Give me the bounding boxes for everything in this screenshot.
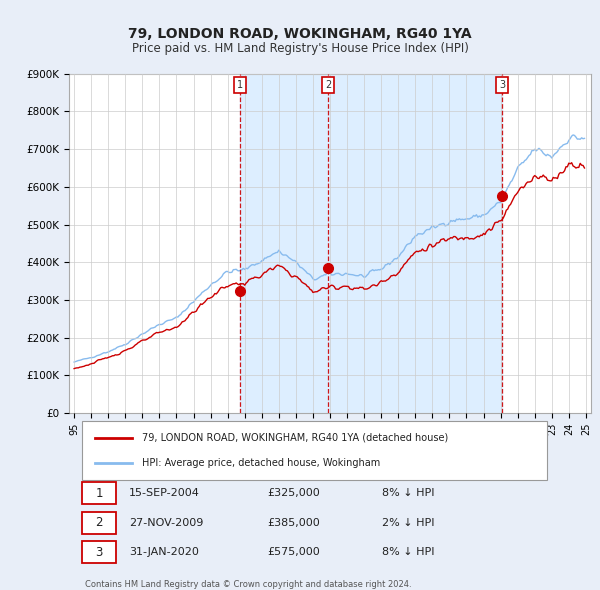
FancyBboxPatch shape: [82, 512, 116, 533]
Text: 1: 1: [95, 487, 103, 500]
Text: 79, LONDON ROAD, WOKINGHAM, RG40 1YA: 79, LONDON ROAD, WOKINGHAM, RG40 1YA: [128, 27, 472, 41]
Text: 2: 2: [95, 516, 103, 529]
Text: HPI: Average price, detached house, Wokingham: HPI: Average price, detached house, Woki…: [142, 458, 380, 468]
Text: 3: 3: [499, 80, 505, 90]
Text: £385,000: £385,000: [268, 517, 320, 527]
Text: Contains HM Land Registry data © Crown copyright and database right 2024.
This d: Contains HM Land Registry data © Crown c…: [85, 580, 411, 590]
Text: 2% ↓ HPI: 2% ↓ HPI: [382, 517, 434, 527]
Text: 31-JAN-2020: 31-JAN-2020: [129, 548, 199, 557]
FancyBboxPatch shape: [82, 482, 116, 504]
Text: 8% ↓ HPI: 8% ↓ HPI: [382, 548, 434, 557]
Text: 3: 3: [95, 546, 103, 559]
Text: 79, LONDON ROAD, WOKINGHAM, RG40 1YA (detached house): 79, LONDON ROAD, WOKINGHAM, RG40 1YA (de…: [142, 433, 448, 443]
FancyBboxPatch shape: [82, 542, 116, 563]
Text: 8% ↓ HPI: 8% ↓ HPI: [382, 488, 434, 498]
Text: 15-SEP-2004: 15-SEP-2004: [129, 488, 200, 498]
Text: Price paid vs. HM Land Registry's House Price Index (HPI): Price paid vs. HM Land Registry's House …: [131, 42, 469, 55]
FancyBboxPatch shape: [82, 421, 547, 480]
Bar: [240, 74, 502, 413]
Text: 27-NOV-2009: 27-NOV-2009: [129, 517, 203, 527]
Text: £575,000: £575,000: [268, 548, 320, 557]
Text: 2: 2: [325, 80, 331, 90]
Text: 1: 1: [236, 80, 243, 90]
Text: £325,000: £325,000: [268, 488, 320, 498]
